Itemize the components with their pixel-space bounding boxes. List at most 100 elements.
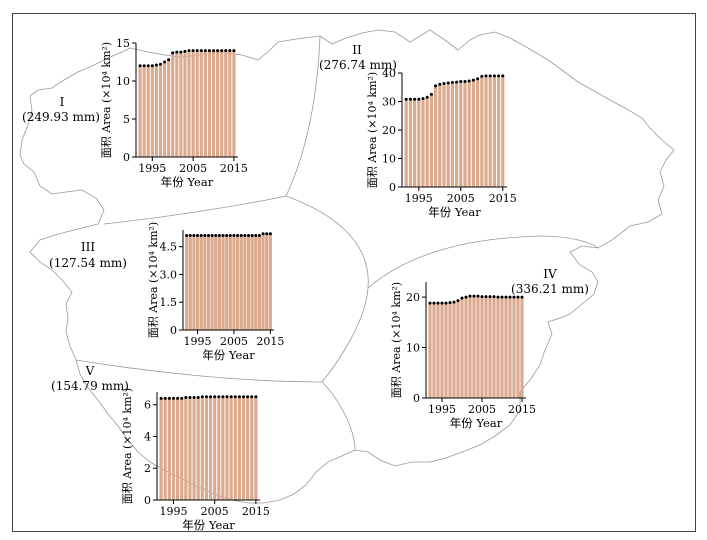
data-point <box>456 299 460 303</box>
data-point <box>467 79 471 83</box>
chart-bar <box>254 396 258 500</box>
data-point <box>200 395 204 399</box>
chart-bar <box>467 80 471 187</box>
region-boundary <box>285 35 321 197</box>
y-tick-label: 20 <box>406 291 420 304</box>
chart-bar <box>241 396 246 500</box>
y-tick-label: 2 <box>144 462 151 475</box>
chart-bar <box>440 303 444 398</box>
chart-bar <box>450 82 454 187</box>
y-tick-label: 4 <box>144 430 151 443</box>
chart-bar <box>413 99 417 187</box>
data-point <box>488 295 492 299</box>
x-tick-label: 2015 <box>242 505 270 518</box>
data-point <box>476 294 480 298</box>
chart-bar <box>516 297 520 398</box>
data-point <box>464 295 468 299</box>
y-tick-label: 10 <box>406 342 420 355</box>
chart-bar <box>480 296 484 398</box>
chart-bar <box>210 235 214 330</box>
chart-bar <box>195 235 200 330</box>
chart-bar <box>199 50 203 157</box>
region-precipitation: (249.93 mm) <box>22 110 100 124</box>
data-point <box>188 396 192 400</box>
data-point <box>158 62 162 66</box>
chart-bar <box>471 80 475 187</box>
data-point <box>504 295 508 299</box>
region-precipitation: (336.21 mm) <box>511 282 589 296</box>
chart-bar <box>196 397 200 500</box>
data-point <box>408 97 412 101</box>
data-point <box>237 395 241 399</box>
data-point <box>207 49 211 53</box>
data-point <box>512 295 516 299</box>
chart-bar <box>417 99 421 187</box>
chart-bar <box>237 396 241 500</box>
chart-bar <box>438 84 442 187</box>
chart-bar <box>492 296 496 398</box>
region-numeral: IV <box>543 267 557 281</box>
region-label-5: V (154.79 mm) <box>51 364 129 393</box>
x-tick-label: 1995 <box>405 192 433 205</box>
data-point <box>185 234 189 238</box>
chart-bar <box>217 235 221 330</box>
data-point <box>199 49 203 53</box>
data-point <box>228 49 232 53</box>
region-label-2: II (276.74 mm) <box>319 43 397 72</box>
chart-bar <box>188 397 192 500</box>
data-point <box>472 294 476 298</box>
x-axis-label: 年份 Year <box>161 175 214 189</box>
chart-bar <box>192 235 196 330</box>
data-point <box>247 234 251 238</box>
data-point <box>138 64 142 68</box>
chart-bar <box>216 50 220 157</box>
region-boundary <box>321 381 356 451</box>
chart-bar <box>246 235 251 330</box>
chart-bar <box>233 396 237 500</box>
data-point <box>480 74 484 78</box>
data-point <box>192 234 196 238</box>
y-tick-label: 0 <box>123 151 130 164</box>
chart-bar <box>228 50 232 157</box>
data-point <box>476 77 480 81</box>
data-point <box>492 295 496 299</box>
data-point <box>213 395 217 399</box>
chart-bar <box>463 81 467 187</box>
x-tick-label: 1995 <box>428 403 456 416</box>
chart-bar <box>154 65 158 157</box>
chart-region-v: 0 2 4 6 1995 2005 2015 年份 Year 面积 Area (×10⁴ km²… <box>121 388 270 532</box>
chart-bar <box>265 233 269 330</box>
chart-bar <box>213 396 217 500</box>
chart-bar <box>207 50 212 157</box>
y-tick-label: 4.5 <box>160 241 178 254</box>
data-point <box>468 294 472 298</box>
chart-bar <box>179 52 183 158</box>
data-point <box>163 60 167 64</box>
chart-bar <box>180 398 184 500</box>
data-point <box>432 301 436 305</box>
data-point <box>508 295 512 299</box>
data-point <box>224 49 228 53</box>
y-tick-label: 6 <box>144 399 151 412</box>
chart-bar <box>185 235 189 330</box>
chart-bar <box>225 396 229 500</box>
data-point <box>203 49 207 53</box>
x-tick-label: 1995 <box>159 505 187 518</box>
chart-bar <box>167 59 171 157</box>
x-tick-label: 2015 <box>489 192 517 205</box>
chart-bar <box>158 64 163 157</box>
data-point <box>179 50 183 54</box>
data-point <box>217 395 221 399</box>
y-tick-label: 5 <box>123 113 130 126</box>
data-point <box>187 49 191 53</box>
region-boundary <box>285 195 369 383</box>
data-point <box>167 396 171 400</box>
region-boundary <box>75 359 323 383</box>
chart-bar <box>496 297 500 398</box>
data-point <box>254 395 258 399</box>
data-point <box>246 395 250 399</box>
data-point <box>480 295 484 299</box>
data-point <box>448 301 452 305</box>
chart-bar <box>464 297 468 398</box>
chart-bar <box>162 62 167 157</box>
